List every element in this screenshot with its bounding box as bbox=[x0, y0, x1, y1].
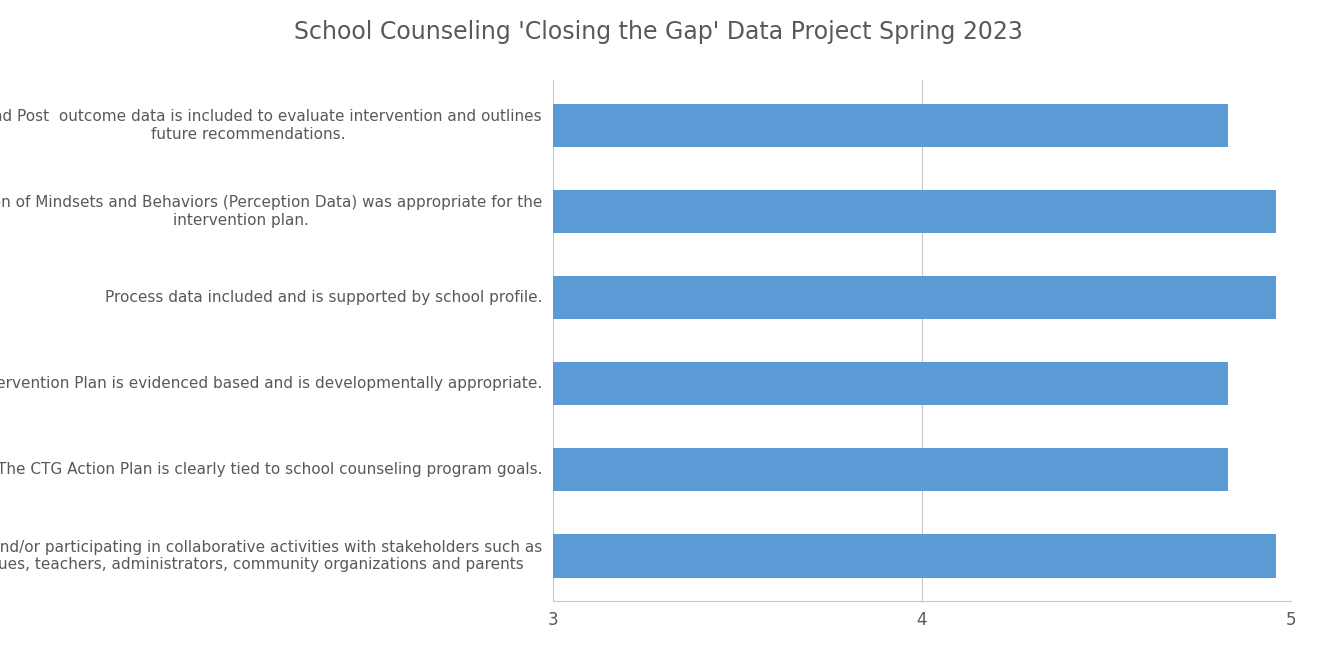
Bar bbox=[553, 190, 1276, 233]
Text: School Counseling 'Closing the Gap' Data Project Spring 2023: School Counseling 'Closing the Gap' Data… bbox=[294, 20, 1023, 44]
Bar bbox=[553, 448, 1227, 492]
Bar bbox=[553, 104, 1227, 147]
Bar bbox=[553, 534, 1276, 578]
Bar bbox=[553, 362, 1227, 405]
Bar bbox=[553, 276, 1276, 319]
